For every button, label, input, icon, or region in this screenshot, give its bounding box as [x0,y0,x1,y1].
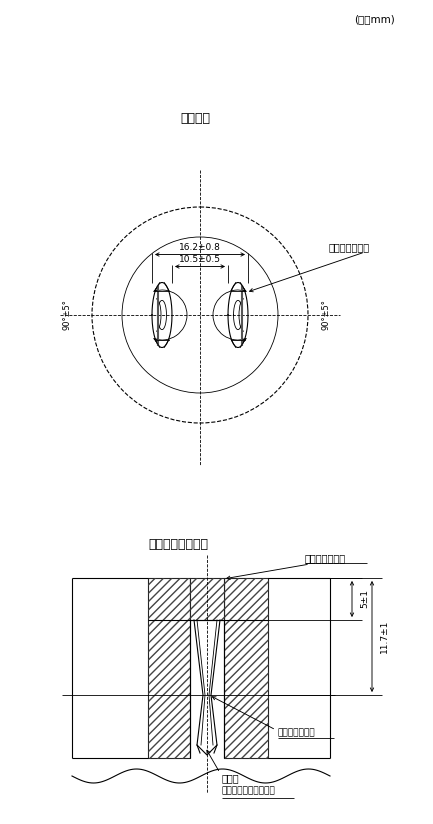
Text: 刃受け穴: 刃受け穴 [180,111,210,124]
Text: 刃受け穴の断面図: 刃受け穴の断面図 [148,537,208,550]
Bar [190,578,224,620]
Text: 16.2±0.8: 16.2±0.8 [179,243,221,252]
Text: （形状は一例を示す）: （形状は一例を示す） [222,786,276,795]
Bar [190,578,224,620]
Text: 90°±5°: 90°±5° [321,300,330,330]
Text: 面取りすること: 面取りすること [305,553,346,563]
Bar [224,578,268,758]
Bar [224,578,268,758]
Text: 刃受け: 刃受け [222,773,239,783]
Text: 10.5±0.5: 10.5±0.5 [179,255,221,264]
Bar [148,578,190,758]
Text: 11.7±1: 11.7±1 [380,620,389,653]
Text: (単位mm): (単位mm) [354,14,395,24]
Text: 90°±5°: 90°±5° [62,300,71,330]
Text: 面取りすること: 面取りすること [329,242,370,252]
Text: ボッチの中心線: ボッチの中心線 [278,728,316,737]
Bar [148,578,190,758]
Text: 5±1: 5±1 [360,589,369,608]
